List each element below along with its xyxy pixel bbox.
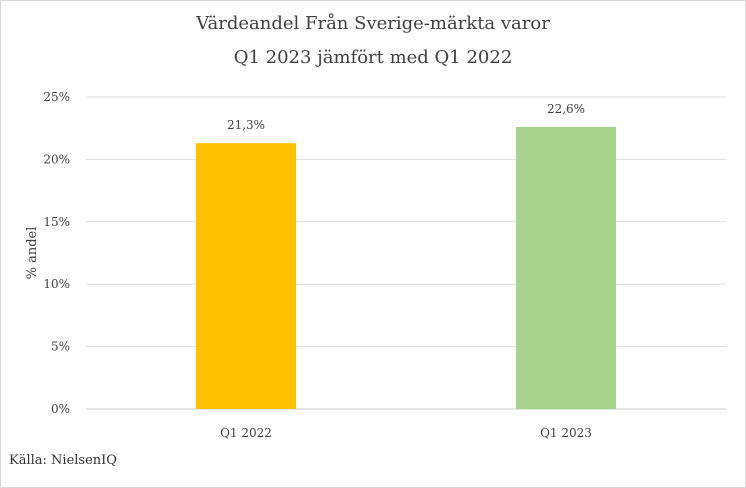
x-category-label: Q1 2022 — [220, 426, 272, 440]
bar — [196, 143, 296, 409]
chart-subtitle: Q1 2023 jämfört med Q1 2022 — [233, 47, 513, 68]
gridlines — [86, 96, 726, 410]
data-labels: 21,3% 22,6% — [227, 102, 585, 132]
y-axis-ticks: 0% 5% 10% 15% 20% 25% — [43, 90, 70, 416]
chart-title: Värdeandel Från Sverige-märkta varor — [196, 13, 550, 34]
source-note: Källa: NielsenIQ — [9, 453, 117, 468]
bar-value-label: 21,3% — [227, 118, 265, 132]
y-tick-label: 0% — [51, 402, 70, 416]
y-tick-label: 25% — [43, 90, 70, 104]
y-tick-label: 5% — [51, 340, 70, 354]
y-axis-title: % andel — [25, 227, 40, 280]
bars — [196, 126, 616, 410]
bar — [516, 126, 616, 410]
x-category-label: Q1 2023 — [540, 426, 592, 440]
bar-value-label: 22,6% — [547, 102, 585, 116]
y-tick-label: 15% — [43, 215, 70, 229]
x-axis-categories: Q1 2022 Q1 2023 — [220, 426, 592, 440]
y-tick-label: 20% — [43, 152, 70, 166]
y-tick-label: 10% — [43, 277, 70, 291]
